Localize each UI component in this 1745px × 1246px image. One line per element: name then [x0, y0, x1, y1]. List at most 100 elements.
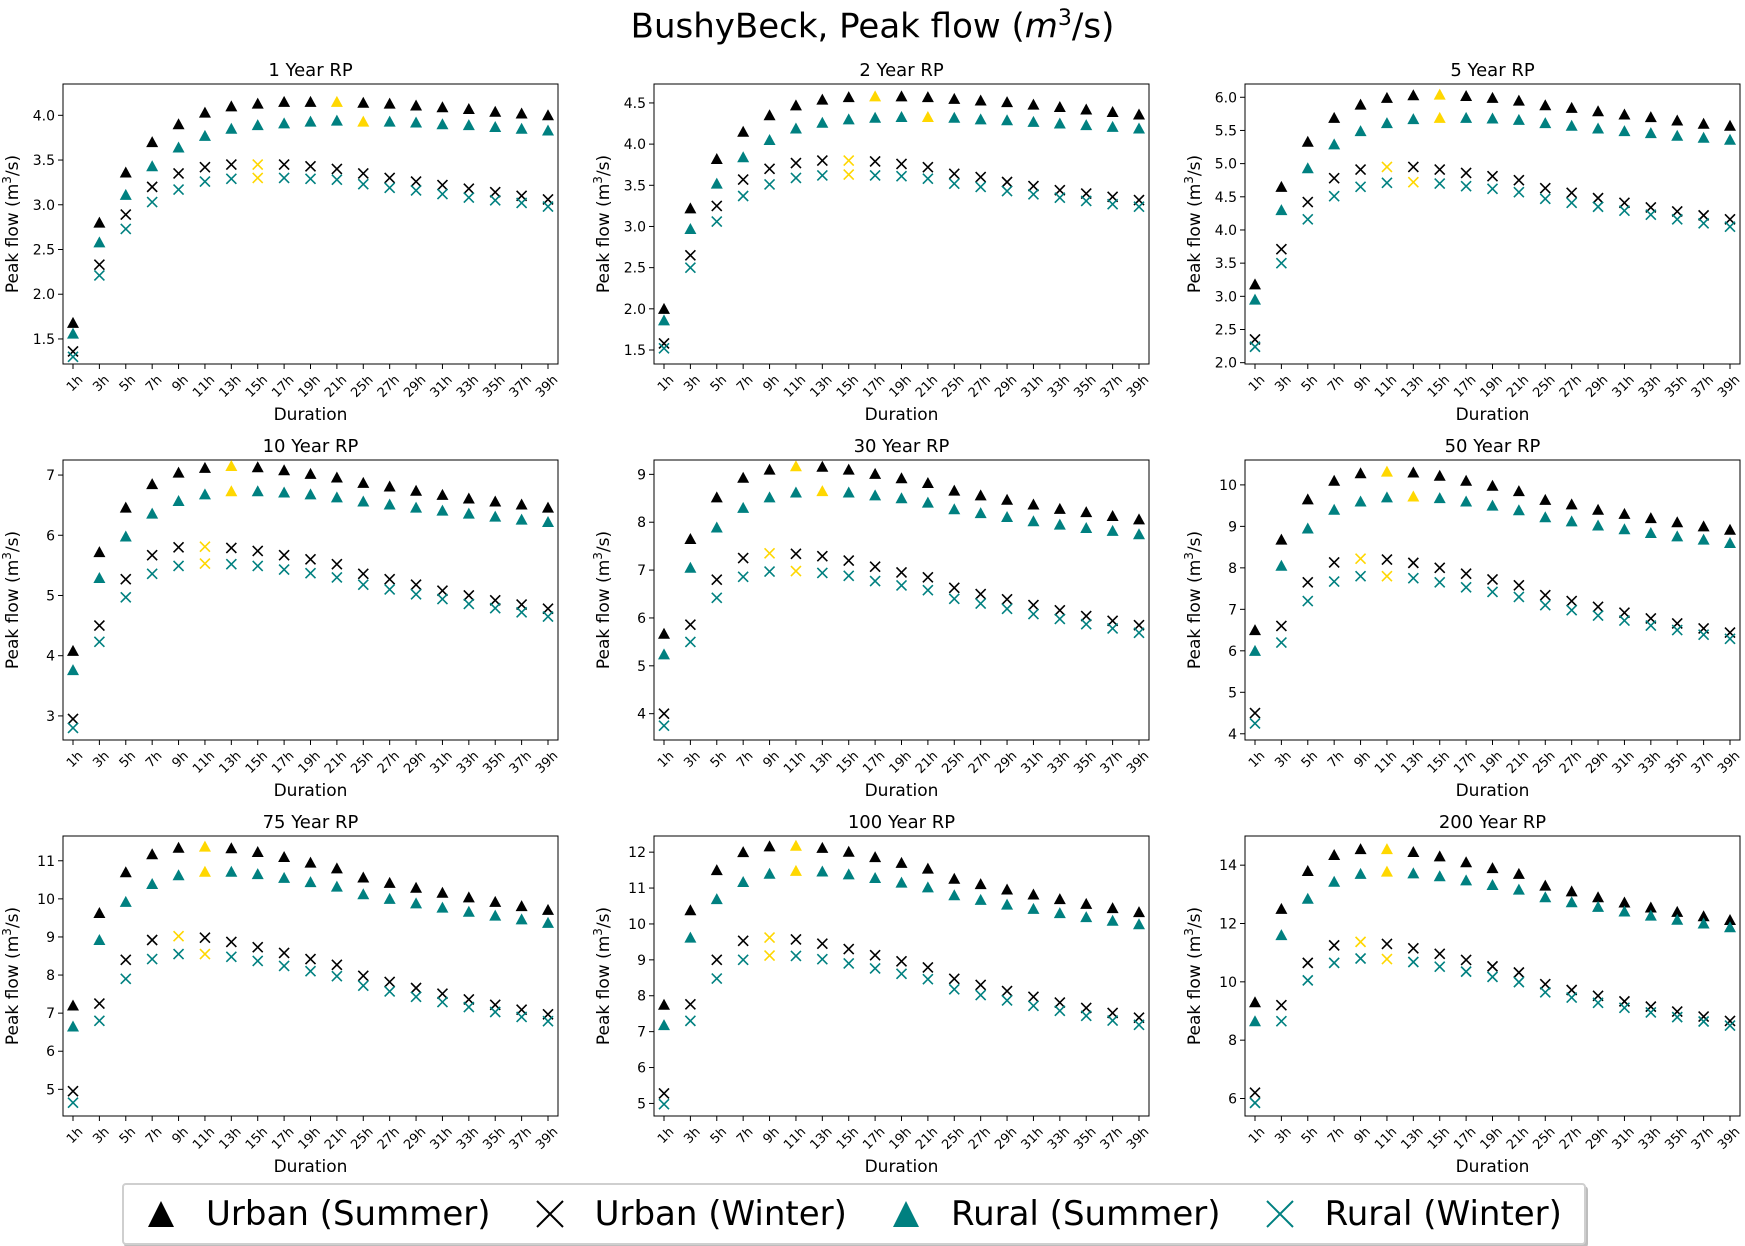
- x-tick-label: 1h: [64, 1125, 86, 1147]
- x-marker: [1408, 943, 1418, 953]
- x-marker: [1461, 168, 1471, 178]
- triangle-marker: [1054, 893, 1066, 904]
- triangle-marker: [225, 123, 237, 134]
- x-tick-label: 11h: [190, 373, 218, 401]
- x-marker: [358, 569, 368, 579]
- triangle-marker: [948, 112, 960, 123]
- x-marker: [1356, 554, 1366, 564]
- x-marker: [121, 974, 131, 984]
- triangle-marker: [1249, 624, 1261, 635]
- x-marker: [923, 162, 933, 172]
- x-marker: [279, 173, 289, 183]
- triangle-marker: [1001, 494, 1013, 505]
- x-marker: [712, 593, 722, 603]
- triangle-marker: [1645, 111, 1657, 122]
- y-axis-label: Peak flow (m3/s): [1182, 907, 1205, 1045]
- triangle-marker: [1566, 120, 1578, 131]
- triangle-marker: [1487, 862, 1499, 873]
- triangle-marker: [1645, 512, 1657, 523]
- x-marker: [1435, 179, 1445, 189]
- x-marker: [1435, 962, 1445, 972]
- x-tick-label: 5h: [117, 373, 139, 395]
- legend-label: Rural (Summer): [951, 1194, 1221, 1234]
- triangle-marker: [384, 480, 396, 491]
- x-marker: [976, 599, 986, 609]
- x-marker: [200, 177, 210, 187]
- y-tick-label: 4: [1228, 727, 1237, 743]
- triangle-marker: [1566, 896, 1578, 907]
- triangle-marker: [869, 90, 881, 101]
- x-marker: [411, 185, 421, 195]
- triangle-marker: [843, 91, 855, 102]
- x-tick-label: 27h: [1557, 373, 1585, 401]
- triangle-marker: [225, 485, 237, 496]
- x-marker: [1303, 214, 1313, 224]
- triangle-marker: [489, 511, 501, 522]
- x-marker: [543, 612, 553, 622]
- y-tick-label: 6: [1228, 644, 1237, 660]
- x-marker: [226, 160, 236, 170]
- x-marker: [1619, 1003, 1629, 1013]
- x-marker: [1461, 181, 1471, 191]
- triangle-marker: [1302, 522, 1314, 533]
- x-marker: [1488, 184, 1498, 194]
- triangle-marker: [790, 487, 802, 498]
- triangle-marker: [173, 842, 185, 853]
- legend-item-urban-winter: Urban (Winter): [535, 1194, 847, 1234]
- triangle-marker: [120, 189, 132, 200]
- x-marker: [121, 224, 131, 234]
- triangle-marker: [843, 487, 855, 498]
- triangle-marker: [1434, 470, 1446, 481]
- x-marker: [1250, 342, 1260, 352]
- x-tick-label: 7h: [734, 373, 756, 395]
- x-marker: [817, 551, 827, 561]
- triangle-marker: [410, 502, 422, 513]
- triangle-marker: [922, 497, 934, 508]
- x-tick-label: 25h: [939, 749, 967, 777]
- x-tick-label: 13h: [807, 373, 835, 401]
- triangle-marker: [357, 888, 369, 899]
- triangle-marker: [410, 882, 422, 893]
- y-tick-label: 3.5: [1215, 256, 1237, 272]
- x-marker: [490, 603, 500, 613]
- x-marker: [1002, 177, 1012, 187]
- triangle-marker: [542, 125, 554, 136]
- x-marker: [411, 983, 421, 993]
- y-tick-label: 3.0: [33, 198, 55, 214]
- triangle-marker: [331, 96, 343, 107]
- x-marker: [1329, 958, 1339, 968]
- triangle-marker: [1381, 866, 1393, 877]
- x-marker: [1055, 193, 1065, 203]
- x-marker: [949, 179, 959, 189]
- x-marker-icon: [1265, 1199, 1295, 1229]
- x-tick-label: 33h: [454, 749, 482, 777]
- triangle-marker: [948, 889, 960, 900]
- x-marker: [659, 721, 669, 731]
- x-marker: [976, 172, 986, 182]
- x-marker: [897, 956, 907, 966]
- x-marker: [1303, 596, 1313, 606]
- x-marker: [1646, 210, 1656, 220]
- x-marker: [1250, 1088, 1260, 1098]
- triangle-marker: [173, 869, 185, 880]
- triangle-marker: [1080, 898, 1092, 909]
- x-marker: [174, 931, 184, 941]
- triangle-marker: [948, 873, 960, 884]
- triangle-marker: [357, 97, 369, 108]
- x-tick-label: 39h: [1715, 1125, 1743, 1153]
- x-marker: [543, 1016, 553, 1026]
- subplot-2: 2 Year RP1.52.02.53.03.54.04.51h 3h 5h 7h 9h…: [591, 60, 1152, 425]
- triangle-marker: [1355, 99, 1367, 110]
- x-tick-label: 15h: [1425, 749, 1453, 777]
- x-marker: [765, 179, 775, 189]
- triangle-marker: [711, 893, 723, 904]
- triangle-marker: [199, 866, 211, 877]
- x-marker: [897, 159, 907, 169]
- x-marker: [1382, 162, 1392, 172]
- triangle-marker: [1080, 506, 1092, 517]
- x-tick-label: 27h: [966, 373, 994, 401]
- triangle-marker: [1513, 114, 1525, 125]
- x-marker: [174, 185, 184, 195]
- triangle-marker: [1381, 117, 1393, 128]
- x-tick-label: 27h: [966, 1125, 994, 1153]
